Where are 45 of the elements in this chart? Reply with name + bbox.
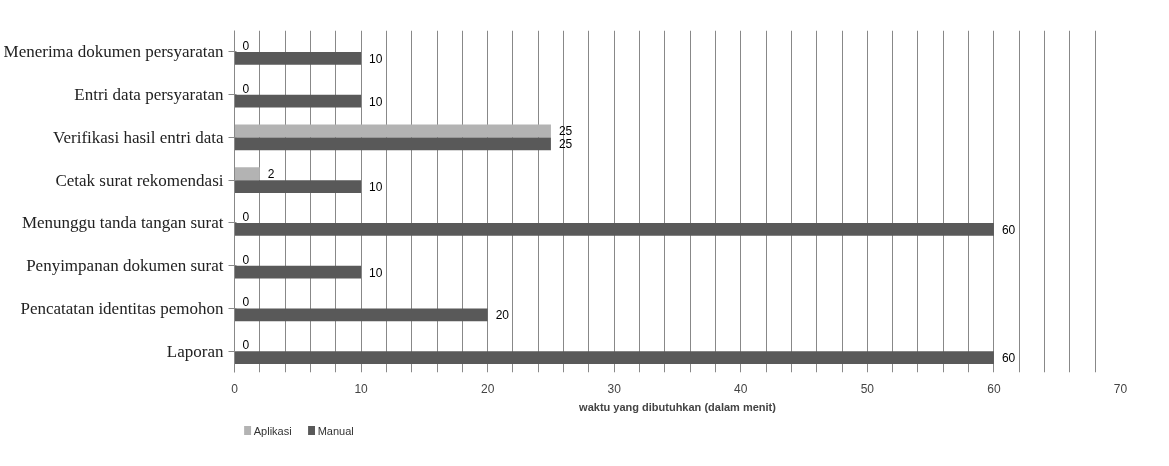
data-label: 2 [267,167,275,182]
x-tick-label: 20 [480,381,495,396]
data-label: 0 [242,338,250,353]
data-label: 0 [242,295,250,310]
bar [234,351,994,364]
data-label: 0 [242,81,250,96]
data-label: 0 [242,38,250,53]
data-label: 10 [369,94,383,109]
data-label: 25 [558,137,573,152]
x-tick-label: 30 [607,381,622,396]
legend-label: Manual [317,424,354,437]
y-tick-label: Entri data persyaratan [74,85,224,105]
bar [234,308,488,322]
data-label: 0 [242,209,250,224]
y-tick-label: Cetak surat rekomendasi [55,170,224,190]
y-tick-label: Pencatatan identitas pemohon [20,298,224,318]
x-tick-label: 70 [1113,381,1128,396]
bar [234,167,260,181]
data-label: 10 [369,51,383,66]
legend-label: Aplikasi [253,424,292,437]
data-label: 20 [495,308,510,323]
y-tick-label: Menerima dokumen persyaratan [3,42,224,62]
bar [234,222,994,236]
bar [234,124,551,138]
data-label: 10 [369,265,383,280]
x-tick-label: 50 [860,381,875,396]
x-axis-title: waktu yang dibutuhkan (dalam menit) [578,400,777,413]
data-label: 60 [1001,351,1016,366]
y-tick-label: Menunggu tanda tangan surat [21,213,224,233]
data-label: 60 [1001,222,1016,237]
bar [234,94,362,108]
data-label: 10 [369,180,383,195]
y-tick-label: Penyimpanan dokumen surat [26,256,224,276]
bar [234,51,362,65]
bar [234,137,551,151]
bar [234,180,362,193]
data-label: 25 [558,124,573,139]
y-tick-label: Verifikasi hasil entri data [53,127,224,147]
x-tick-label: 40 [734,381,748,396]
x-tick-label: 60 [987,381,1001,396]
bar [234,265,362,279]
data-label: 0 [242,252,250,267]
x-tick-label: 10 [354,381,369,396]
y-tick-label: Laporan [166,341,224,361]
x-tick-label: 0 [231,381,239,396]
